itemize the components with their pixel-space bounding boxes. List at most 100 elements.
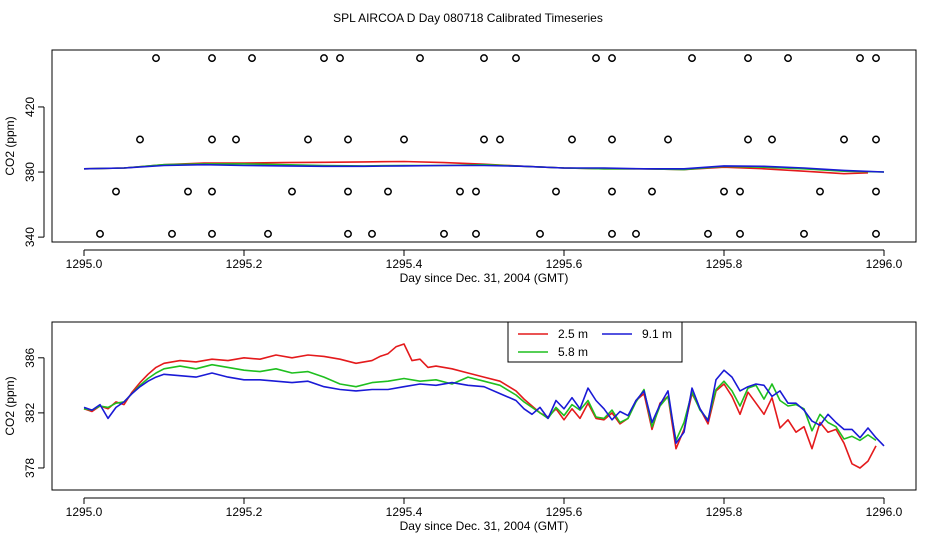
marker-circle: [744, 135, 752, 144]
top-y-tick-label: 380: [23, 162, 37, 182]
marker-circle: [872, 54, 880, 63]
marker-circle: [800, 229, 808, 238]
bottom-y-tick-label: 382: [23, 403, 37, 423]
marker-circle: [664, 135, 672, 144]
marker-circle: [208, 54, 216, 63]
top-x-tick-label: 1295.0: [66, 257, 103, 271]
marker-circle: [264, 229, 272, 238]
legend: 2.5 m 9.1 m 5.8 m: [507, 321, 683, 363]
bottom-series-9-1-m-line: [83, 369, 885, 447]
top-y-axis: 340 380 420 CO2 (ppm): [3, 97, 45, 247]
marker-circle: [856, 54, 864, 63]
marker-circle: [816, 187, 824, 196]
marker-circle: [184, 187, 192, 196]
marker-circle: [248, 54, 256, 63]
marker-circle: [480, 54, 488, 63]
marker-circle: [648, 187, 656, 196]
marker-circle: [736, 229, 744, 238]
marker-circle: [872, 187, 880, 196]
marker-circle: [304, 135, 312, 144]
marker-circle: [456, 187, 464, 196]
legend-label: 9.1 m: [642, 327, 672, 341]
bottom-y-axis-label: CO2 (ppm): [3, 376, 17, 435]
marker-circle: [400, 135, 408, 144]
bottom-x-tick-label: 1295.0: [66, 505, 103, 519]
legend-box: [507, 321, 683, 363]
top-markers: [96, 54, 880, 238]
top-x-tick-label: 1295.4: [386, 257, 423, 271]
marker-circle: [608, 187, 616, 196]
bottom-x-axis-label: Day since Dec. 31, 2004 (GMT): [400, 519, 569, 533]
top-plot-frame: [51, 49, 917, 243]
top-x-axis-label: Day since Dec. 31, 2004 (GMT): [400, 271, 569, 285]
marker-circle: [720, 187, 728, 196]
bottom-x-tick-label: 1295.2: [226, 505, 263, 519]
marker-circle: [608, 135, 616, 144]
marker-circle: [768, 135, 776, 144]
marker-circle: [744, 54, 752, 63]
bottom-y-tick-label: 378: [23, 458, 37, 478]
marker-circle: [344, 187, 352, 196]
top-x-axis: 1295.0 1295.2 1295.4 1295.6 1295.8 1296.0 Day …: [66, 249, 903, 285]
marker-circle: [384, 187, 392, 196]
marker-circle: [496, 135, 504, 144]
marker-circle: [840, 135, 848, 144]
marker-circle: [288, 187, 296, 196]
top-x-tick-label: 1296.0: [866, 257, 903, 271]
top-x-tick-label: 1295.8: [706, 257, 743, 271]
bottom-y-tick-label: 386: [23, 347, 37, 367]
marker-circle: [736, 187, 744, 196]
marker-circle: [472, 229, 480, 238]
marker-circle: [112, 187, 120, 196]
top-x-tick-label: 1295.6: [546, 257, 583, 271]
marker-circle: [472, 187, 480, 196]
marker-circle: [704, 229, 712, 238]
marker-circle: [568, 135, 576, 144]
marker-circle: [344, 229, 352, 238]
marker-circle: [608, 229, 616, 238]
marker-circle: [152, 54, 160, 63]
marker-circle: [688, 54, 696, 63]
bottom-x-tick-label: 1295.8: [706, 505, 743, 519]
marker-circle: [536, 229, 544, 238]
marker-circle: [552, 187, 560, 196]
marker-circle: [416, 54, 424, 63]
marker-circle: [136, 135, 144, 144]
chart-title: SPL AIRCOA D Day 080718 Calibrated Times…: [333, 11, 603, 25]
marker-circle: [512, 54, 520, 63]
bottom-series-2-5-m-line: [83, 343, 877, 469]
bottom-x-tick-label: 1295.6: [546, 505, 583, 519]
bottom-panel: 1295.0 1295.2 1295.4 1295.6 1295.8 1296.0 Day …: [3, 321, 917, 533]
top-y-tick-label: 340: [23, 227, 37, 247]
bottom-x-axis: 1295.0 1295.2 1295.4 1295.6 1295.8 1296.0 Day …: [66, 497, 903, 533]
bottom-series-5-8-m-line: [83, 363, 877, 442]
marker-circle: [872, 229, 880, 238]
marker-circle: [344, 135, 352, 144]
top-series-9-1-m-line: [83, 163, 885, 173]
marker-circle: [232, 135, 240, 144]
marker-circle: [368, 229, 376, 238]
marker-circle: [480, 135, 488, 144]
marker-circle: [608, 54, 616, 63]
marker-circle: [320, 54, 328, 63]
marker-circle: [96, 229, 104, 238]
marker-circle: [440, 229, 448, 238]
top-y-tick-label: 420: [23, 97, 37, 117]
marker-circle: [592, 54, 600, 63]
bottom-x-tick-label: 1295.4: [386, 505, 423, 519]
marker-circle: [168, 229, 176, 238]
marker-circle: [208, 187, 216, 196]
bottom-plot-frame: [51, 321, 917, 491]
top-y-axis-label: CO2 (ppm): [3, 116, 17, 175]
marker-circle: [632, 229, 640, 238]
bottom-y-axis: 378 382 386 CO2 (ppm): [3, 347, 45, 478]
marker-circle: [208, 229, 216, 238]
legend-label: 5.8 m: [558, 345, 588, 359]
marker-circle: [208, 135, 216, 144]
top-panel: 1295.0 1295.2 1295.4 1295.6 1295.8 1296.0 Day …: [3, 49, 917, 285]
marker-circle: [336, 54, 344, 63]
legend-label: 2.5 m: [558, 327, 588, 341]
top-x-tick-label: 1295.2: [226, 257, 263, 271]
marker-circle: [872, 135, 880, 144]
